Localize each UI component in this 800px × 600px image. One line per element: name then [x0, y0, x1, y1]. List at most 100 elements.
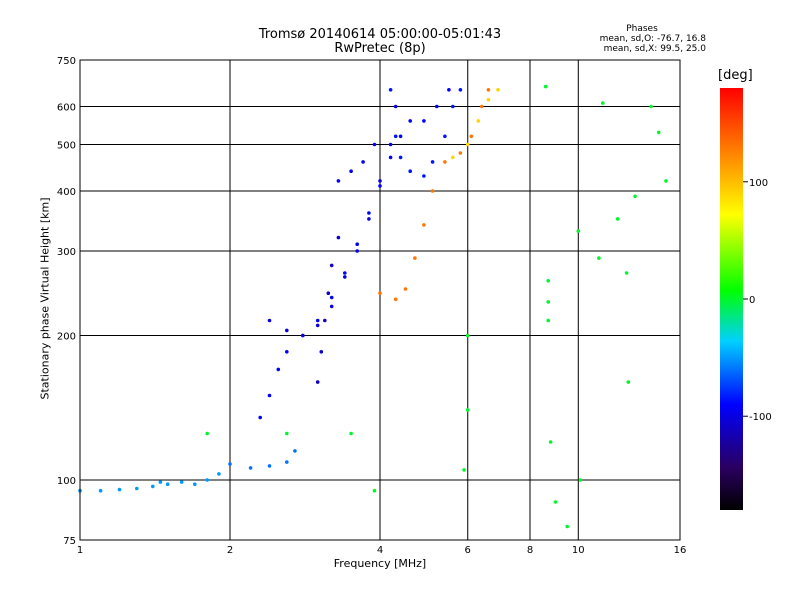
- data-point: [336, 179, 341, 183]
- data-point: [578, 478, 583, 482]
- data-point: [469, 134, 474, 139]
- colorbar-tick-label: 0: [749, 295, 755, 306]
- data-point: [546, 279, 550, 283]
- data-point: [336, 235, 341, 240]
- data-point: [430, 160, 435, 164]
- data-point: [543, 84, 548, 89]
- data-point: [98, 488, 103, 493]
- data-point: [451, 104, 455, 109]
- data-point: [393, 297, 398, 302]
- data-point: [285, 350, 289, 354]
- data-point: [301, 333, 305, 338]
- data-point: [355, 242, 360, 246]
- colorbar-tick-label: -100: [749, 412, 772, 423]
- data-point: [465, 333, 470, 338]
- y-tick-label: 200: [57, 332, 76, 343]
- data-point: [393, 104, 398, 109]
- y-tick-label: 300: [57, 247, 76, 258]
- data-point: [319, 350, 324, 354]
- data-point: [378, 179, 382, 183]
- data-point: [398, 155, 403, 160]
- colorbar-tick-label: 100: [749, 178, 768, 189]
- data-point: [624, 271, 629, 275]
- data-point: [408, 119, 413, 123]
- data-point: [615, 217, 620, 221]
- y-tick-label: 600: [57, 103, 76, 114]
- data-point: [179, 480, 184, 484]
- data-point: [388, 155, 393, 160]
- data-point: [285, 328, 289, 333]
- data-point: [626, 380, 631, 384]
- data-point: [193, 482, 197, 487]
- data-point: [343, 271, 347, 275]
- series-9: [205, 84, 668, 529]
- phases-stats-title: Phases: [626, 24, 658, 34]
- data-point: [465, 142, 470, 147]
- data-point: [435, 104, 439, 109]
- y-tick-label: 75: [63, 536, 76, 547]
- x-tick-label: 2: [227, 545, 233, 556]
- data-point: [329, 295, 334, 300]
- data-point: [403, 287, 408, 291]
- series-5: [388, 88, 463, 178]
- data-point: [151, 484, 155, 489]
- data-point: [601, 101, 605, 105]
- data-point: [565, 524, 569, 529]
- data-point: [546, 318, 550, 323]
- data-point: [553, 500, 558, 504]
- data-point: [276, 367, 281, 372]
- x-tick-label: 1: [77, 545, 83, 556]
- x-tick-label: 8: [527, 545, 533, 556]
- data-point: [388, 142, 393, 147]
- data-point: [430, 189, 435, 193]
- x-axis-label: Frequency [MHz]: [333, 557, 427, 570]
- data-point: [546, 300, 550, 304]
- y-tick-label: 100: [57, 476, 76, 487]
- y-tick-label: 500: [57, 141, 76, 152]
- data-point: [465, 408, 470, 412]
- data-point: [205, 431, 209, 436]
- data-point: [315, 323, 320, 328]
- data-point: [258, 415, 263, 420]
- data-point: [205, 478, 209, 482]
- data-point: [479, 104, 484, 109]
- data-point: [476, 119, 481, 123]
- phases-stats-x: mean, sd,X: 99.5, 25.0: [603, 44, 706, 54]
- data-point: [329, 304, 334, 309]
- series-0: [78, 472, 221, 493]
- data-point: [548, 440, 553, 444]
- series-1: [228, 449, 297, 470]
- data-point: [462, 468, 466, 472]
- data-point: [447, 88, 451, 92]
- series-4: [315, 235, 341, 384]
- data-point: [228, 462, 232, 466]
- data-point: [393, 134, 398, 139]
- data-point: [458, 151, 463, 155]
- data-point: [378, 184, 382, 188]
- x-tick-label: 4: [377, 545, 383, 556]
- data-point: [293, 449, 297, 453]
- y-tick-label: 750: [57, 56, 76, 67]
- data-point: [422, 119, 426, 123]
- x-tick-label: 6: [465, 545, 471, 556]
- data-point: [496, 88, 500, 92]
- data-point: [486, 88, 491, 92]
- data-point: [443, 160, 447, 164]
- data-point: [349, 431, 353, 436]
- y-tick-label: 400: [57, 187, 76, 198]
- data-point: [451, 155, 455, 160]
- series-7: [451, 88, 500, 160]
- data-point: [408, 169, 413, 173]
- data-point: [649, 104, 653, 109]
- data-point: [267, 464, 272, 468]
- plot-frame: [79, 59, 681, 541]
- data-point: [315, 380, 320, 384]
- data-point: [158, 480, 163, 484]
- data-point: [135, 486, 139, 491]
- chart-subtitle: RwPretec (8p): [334, 41, 426, 56]
- data-point: [664, 179, 668, 183]
- data-point: [117, 487, 122, 492]
- data-point: [633, 194, 637, 199]
